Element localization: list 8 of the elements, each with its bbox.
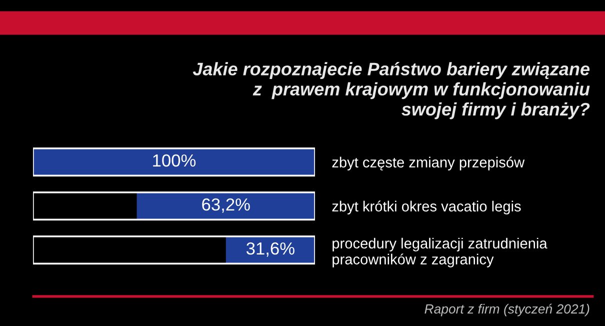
y-tick-label: zbyt krótki okres vacatio legis xyxy=(332,200,521,214)
text: Jakie rozpoznajecie Państwo bariery związane z prawem krajowym w funkcjonowaniu swojej firmy i branży? xyxy=(192,62,590,120)
data-label: 63,2% xyxy=(202,198,250,213)
y-tick-label: procedury legalizacji zatrudnienia pracowników z zagranicy xyxy=(332,238,548,268)
y-tick-label: zbyt częste zmiany przepisów xyxy=(332,156,525,170)
text: Raport z firm (styczeń 2021) xyxy=(424,304,590,316)
data-label: 100% xyxy=(153,154,196,167)
data-label: 31,6% xyxy=(246,242,294,257)
